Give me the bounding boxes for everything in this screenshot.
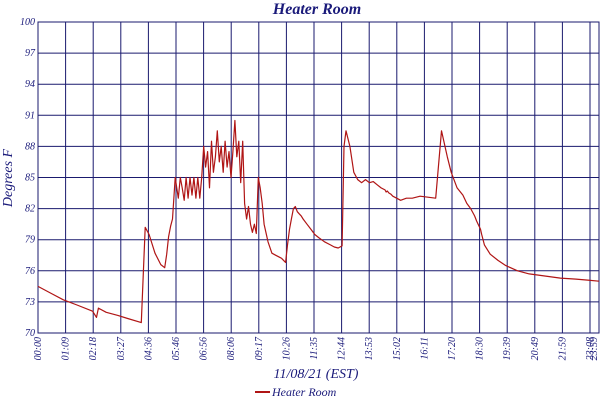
y-tick-label: 97 [25, 48, 36, 59]
x-tick-label: 03:27 [116, 336, 127, 360]
y-tick-label: 82 [25, 204, 35, 215]
chart-title: Heater Room [272, 1, 361, 18]
x-tick-label: 11:35 [309, 337, 320, 360]
y-tick-label: 73 [25, 297, 35, 308]
x-tick-label: 00:00 [33, 337, 44, 360]
x-tick-label: 13:53 [364, 337, 375, 360]
grid [37, 21, 600, 334]
plot-area [37, 119, 600, 324]
x-tick-label: 02:18 [88, 337, 99, 360]
x-tick-label: 12:44 [337, 337, 348, 360]
y-tick-label: 85 [25, 173, 35, 184]
y-tick-label: 76 [25, 266, 35, 277]
x-tick-label: 16:11 [419, 337, 430, 360]
x-tick-label: 23:59 [589, 337, 600, 360]
y-tick-labels: 100 97 94 91 88 85 82 79 76 73 70 [20, 17, 36, 339]
x-tick-label: 08:06 [226, 337, 237, 360]
y-tick-label: 100 [20, 17, 35, 28]
x-tick-label: 01:09 [61, 337, 72, 360]
x-tick-label: 17:20 [447, 337, 458, 360]
y-tick-label: 79 [25, 235, 35, 246]
x-tick-label: 15:02 [392, 337, 403, 360]
y-tick-label: 91 [25, 110, 35, 121]
x-tick-label: 21:59 [557, 337, 568, 360]
x-tick-label: 23:08 [585, 337, 596, 360]
y-tick-label: 94 [25, 79, 35, 90]
x-tick-label: 18:30 [475, 337, 486, 360]
x-tick-label: 05:46 [171, 337, 182, 360]
legend: Heater Room [255, 385, 337, 399]
legend-label: Heater Room [271, 385, 337, 399]
x-tick-labels: 00:00 01:09 02:18 03:27 04:36 05:46 06:56 08:06… [33, 336, 600, 360]
y-axis-label: Degrees F [1, 148, 16, 208]
x-tick-label: 20:49 [530, 337, 541, 360]
y-tick-label: 88 [25, 141, 35, 152]
x-tick-label: 04:36 [143, 337, 154, 360]
x-axis-label: 11/08/21 (EST) [274, 367, 359, 382]
x-tick-label: 09:17 [254, 336, 265, 360]
x-tick-label: 10:26 [281, 337, 292, 360]
x-tick-label: 06:56 [199, 337, 210, 360]
y-tick-label: 70 [25, 328, 35, 339]
x-tick-label: 19:39 [502, 337, 513, 360]
series-line-heater-room [37, 119, 600, 324]
